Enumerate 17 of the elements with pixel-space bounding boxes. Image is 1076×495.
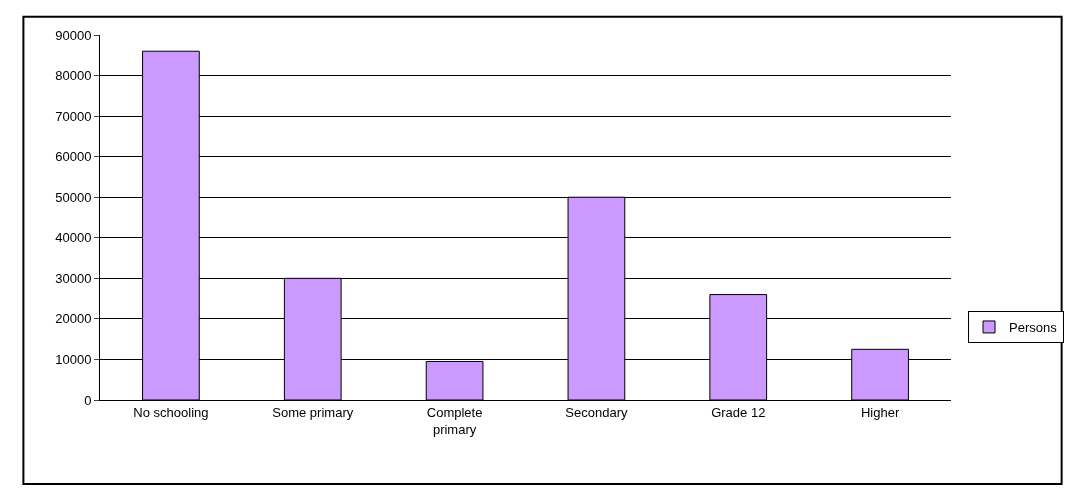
- y-tick-label: 40000: [55, 230, 92, 246]
- y-tick-label: 0: [84, 392, 92, 408]
- x-tick-label: Grade 12: [711, 404, 766, 420]
- x-tick-label: No schooling: [133, 404, 209, 420]
- legend-label: Persons: [1009, 320, 1058, 336]
- y-tick-label: 50000: [55, 189, 92, 205]
- y-tick-label: 70000: [55, 108, 92, 124]
- x-tick-label: Some primary: [272, 404, 354, 420]
- x-tick-label: Higher: [860, 404, 900, 420]
- y-tick-label: 10000: [55, 351, 92, 367]
- x-tick-label: Secondary: [565, 404, 628, 420]
- y-tick-label: 30000: [55, 270, 92, 286]
- y-tick-label: 20000: [55, 311, 92, 327]
- x-tick-label: Complete primary: [426, 404, 483, 437]
- y-tick-label: 90000: [55, 27, 92, 43]
- y-tick-label: 80000: [55, 68, 92, 84]
- y-tick-label: 60000: [55, 149, 92, 165]
